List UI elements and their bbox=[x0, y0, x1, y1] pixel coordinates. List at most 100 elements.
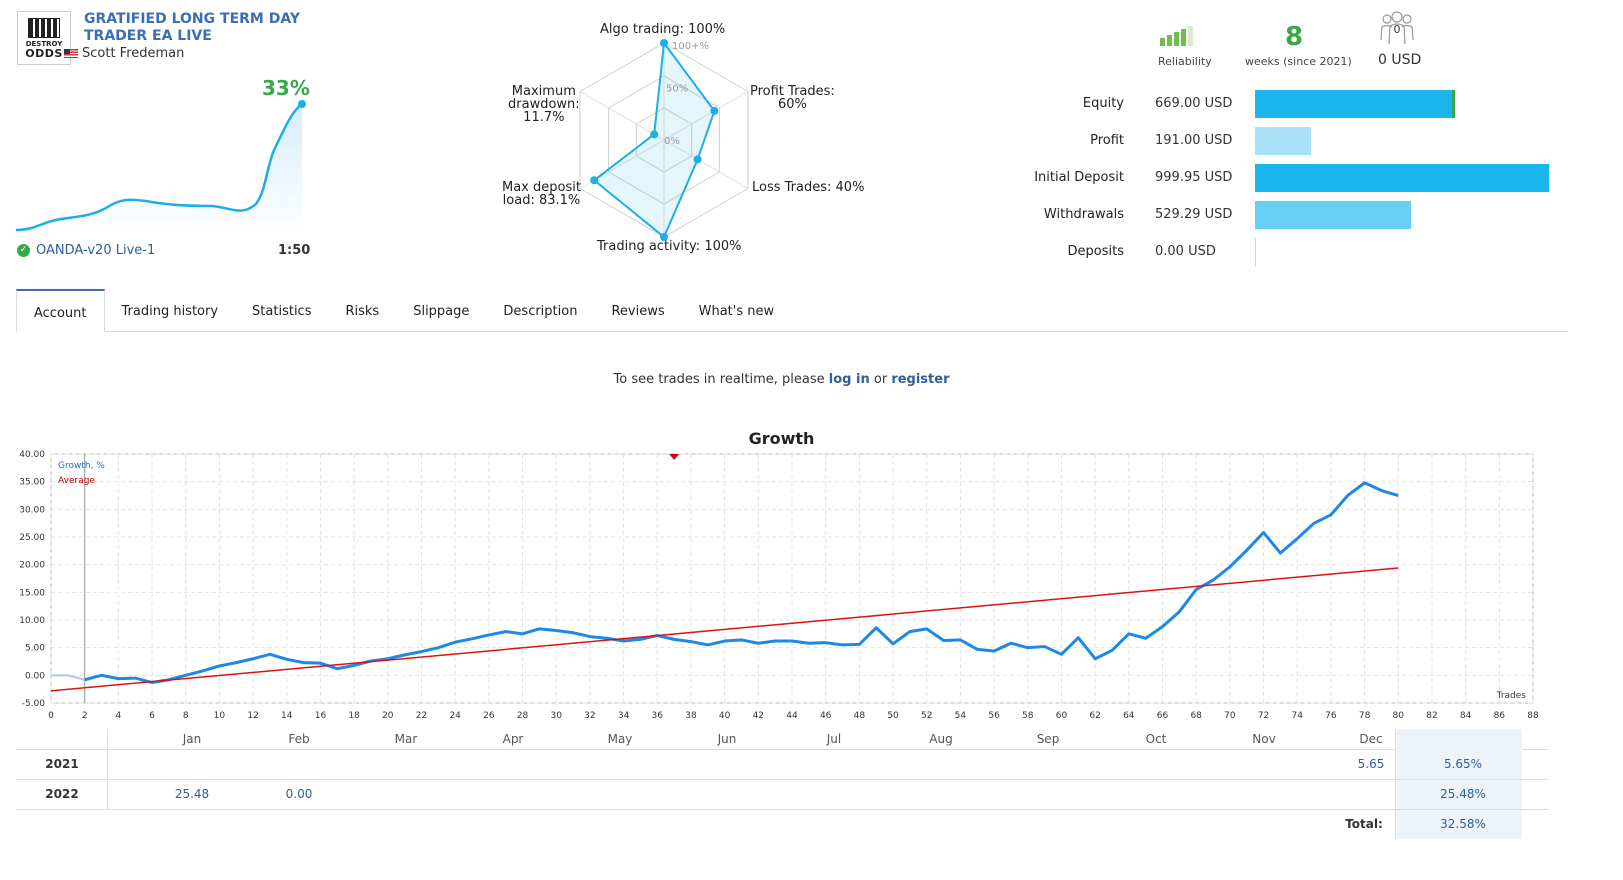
stat-bar-withdrawals bbox=[1255, 201, 1411, 229]
tab-risks[interactable]: Risks bbox=[345, 304, 380, 319]
tab-whats-new[interactable]: What's new bbox=[698, 304, 775, 319]
x-tick-label: 32 bbox=[584, 711, 595, 721]
radar-label-drawdown-line1: Maximum bbox=[511, 84, 576, 99]
author[interactable]: Scott Fredeman bbox=[64, 46, 184, 61]
radar-label-drawdown-line3: 11.7% bbox=[523, 110, 565, 125]
radar-ring-label: 50% bbox=[666, 84, 688, 95]
signal-title[interactable]: GRATIFIED LONG TERM DAY TRADER EA LIVE bbox=[84, 11, 300, 44]
y-tick-label: 25.00 bbox=[19, 533, 45, 543]
mini-chart-area bbox=[16, 104, 302, 235]
x-tick-label: 4 bbox=[115, 711, 121, 721]
x-tick-label: 58 bbox=[1022, 711, 1034, 721]
total-value: 32.58% bbox=[1440, 817, 1486, 831]
stat-value-equity: 669.00 USD bbox=[1155, 96, 1233, 111]
total-row: Total: 32.58% bbox=[16, 809, 1549, 839]
subscribers-people-icon[interactable]: 0 bbox=[1378, 10, 1416, 46]
notice-or: or bbox=[873, 372, 888, 387]
radar-point-activity bbox=[660, 233, 668, 241]
radar-label-profit-trades: Profit Trades: 60% bbox=[750, 85, 835, 111]
tab-description[interactable]: Description bbox=[503, 304, 578, 319]
broker-server[interactable]: ✓ OANDA-v20 Live-1 bbox=[17, 243, 155, 258]
growth-percent: 33% bbox=[262, 76, 310, 100]
stat-value-withdrawals: 529.29 USD bbox=[1155, 207, 1233, 222]
leverage: 1:50 bbox=[278, 243, 311, 258]
us-flag-icon bbox=[64, 49, 78, 58]
x-tick-label: 26 bbox=[483, 711, 495, 721]
x-tick-label: 52 bbox=[921, 711, 932, 721]
tab-statistics[interactable]: Statistics bbox=[252, 304, 312, 319]
stat-bar-deposits bbox=[1255, 238, 1256, 266]
tab-account[interactable]: Account bbox=[16, 289, 105, 332]
growth-preline bbox=[51, 674, 85, 681]
month-header-may: May bbox=[607, 732, 633, 746]
radar-chart: 100+% 50% 0% bbox=[579, 39, 749, 241]
login-link[interactable]: log in bbox=[828, 372, 870, 387]
y-tick-label: 10.00 bbox=[19, 616, 45, 626]
radar-shape bbox=[592, 40, 716, 239]
radar-label-deposit-load: Max deposit load: 83.1% bbox=[502, 181, 581, 207]
x-tick-label: 80 bbox=[1393, 711, 1405, 721]
stat-label-profit: Profit bbox=[1090, 133, 1124, 148]
month-value-dec: 5.65 bbox=[1357, 757, 1385, 771]
server-name[interactable]: OANDA-v20 Live-1 bbox=[36, 243, 156, 258]
month-header-dec: Dec bbox=[1359, 732, 1383, 746]
reliability-bars-icon[interactable] bbox=[1160, 26, 1193, 46]
average-series-line bbox=[50, 567, 1399, 692]
tab-bar: Account Trading history Statistics Risks… bbox=[16, 289, 1568, 332]
x-tick-label: 88 bbox=[1527, 711, 1539, 721]
verified-check-icon: ✓ bbox=[17, 244, 30, 257]
reliability-label: Reliability bbox=[1158, 55, 1212, 68]
stat-label-deposits: Deposits bbox=[1067, 244, 1124, 259]
x-tick-label: 76 bbox=[1325, 711, 1337, 721]
x-tick-label: 72 bbox=[1258, 711, 1269, 721]
x-tick-label: 22 bbox=[416, 711, 427, 721]
tab-slippage[interactable]: Slippage bbox=[413, 304, 470, 319]
radar-label-deposit-load-title: Max deposit bbox=[502, 180, 581, 195]
radar-label-profit-trades-value: 60% bbox=[777, 97, 807, 112]
radar-axis bbox=[663, 139, 749, 189]
tab-trading-history[interactable]: Trading history bbox=[121, 304, 219, 319]
stat-label-equity: Equity bbox=[1082, 96, 1124, 111]
x-tick-label: 30 bbox=[551, 711, 563, 721]
x-tick-label: 24 bbox=[449, 711, 461, 721]
year-label: 2021 bbox=[45, 757, 79, 771]
radar-label-activity: Trading activity: 100% bbox=[597, 239, 742, 254]
mini-chart-endpoint bbox=[298, 100, 306, 108]
logo-text-bottom: ODDS bbox=[25, 46, 63, 60]
tab-reviews[interactable]: Reviews bbox=[611, 304, 665, 319]
month-header-row: JanFebMarAprMayJunJulAugSepOctNovDecYTD bbox=[16, 729, 1549, 750]
radar-point-algo bbox=[660, 39, 668, 47]
legend-average: Average bbox=[58, 476, 95, 486]
x-tick-label: 16 bbox=[315, 711, 327, 721]
y-tick-label: 30.00 bbox=[19, 505, 45, 515]
x-tick-label: 28 bbox=[517, 711, 529, 721]
x-tick-label: 34 bbox=[618, 711, 630, 721]
y-tick-label: -5.00 bbox=[22, 699, 46, 709]
month-value-feb: 0.00 bbox=[285, 787, 313, 801]
month-header-jun: Jun bbox=[717, 732, 737, 746]
month-header-jan: Jan bbox=[182, 732, 202, 746]
y-tick-label: 0.00 bbox=[25, 671, 45, 681]
x-tick-label: 18 bbox=[348, 711, 360, 721]
y-tick-label: 20.00 bbox=[19, 561, 45, 571]
x-tick-label: 66 bbox=[1157, 711, 1169, 721]
month-header-oct: Oct bbox=[1145, 732, 1167, 746]
growth-chart-title: Growth bbox=[748, 429, 815, 448]
radar-label-algo: Algo trading: 100% bbox=[600, 22, 726, 37]
register-link[interactable]: register bbox=[891, 372, 950, 387]
x-tick-label: 38 bbox=[685, 711, 697, 721]
growth-chart: 0 2 4 6 8 10 12 14 16 18 20 22 24 26 28 30 32 34 36 38 40 42 4… bbox=[19, 450, 1539, 721]
x-tick-label: 10 bbox=[214, 711, 226, 721]
weeks-label: weeks (since 2021) bbox=[1245, 55, 1352, 68]
legend-growth: Growth, % bbox=[58, 461, 105, 471]
signal-logo: DESTROY ODDS bbox=[17, 11, 71, 65]
x-tick-label: 44 bbox=[786, 711, 798, 721]
x-tick-label: 8 bbox=[183, 711, 189, 721]
x-tick-label: 78 bbox=[1359, 711, 1371, 721]
year-label: 2022 bbox=[45, 787, 79, 801]
month-header-mar: Mar bbox=[394, 732, 418, 746]
x-tick-label: 62 bbox=[1089, 711, 1100, 721]
radar-label-deposit-load-value: load: 83.1% bbox=[502, 193, 581, 208]
x-tick-label: 82 bbox=[1426, 711, 1437, 721]
author-name[interactable]: Scott Fredeman bbox=[82, 46, 185, 61]
